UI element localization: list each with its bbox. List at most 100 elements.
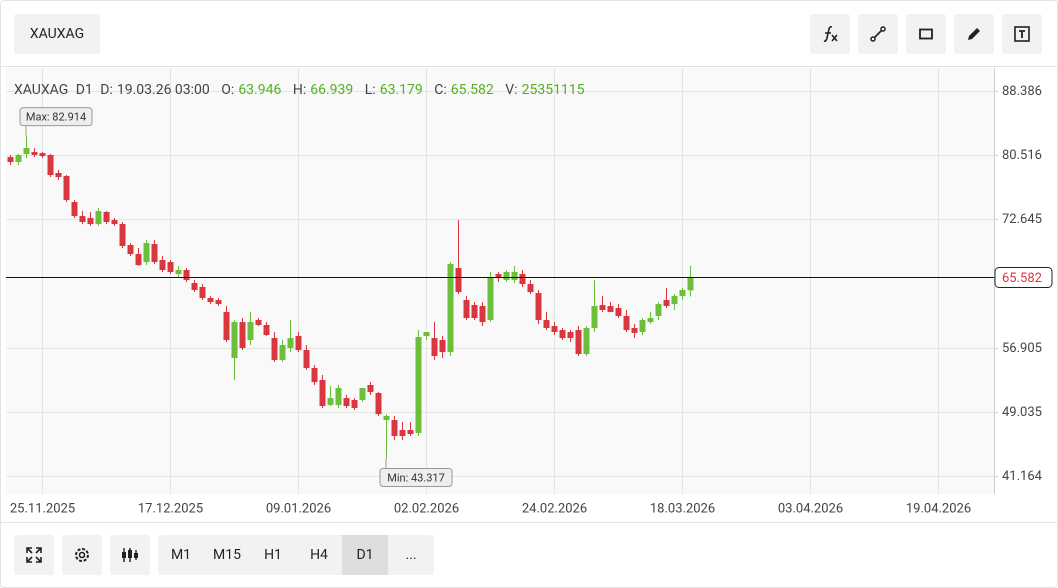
candle-body — [103, 211, 110, 223]
x-tick-label: 25.11.2025 — [10, 501, 75, 516]
icon — [75, 548, 89, 562]
candle-body — [191, 282, 198, 291]
indicators-button[interactable] — [810, 14, 850, 54]
candle-body — [319, 380, 326, 407]
candle-body — [15, 154, 22, 163]
x-tick-label: 02.02.2026 — [394, 501, 459, 516]
candle-body — [639, 320, 646, 332]
candle-body — [223, 312, 230, 340]
rectangle-tool-button[interactable] — [906, 14, 946, 54]
info-line: XAUXAG D1 D: 19.03.26 03:00 O: 63.946 H: 66… — [14, 82, 593, 98]
candle-body — [415, 337, 422, 434]
candle-body — [119, 224, 126, 246]
candle-body — [135, 254, 142, 266]
candle-body — [423, 331, 430, 336]
x-tick-label: 09.01.2026 — [266, 501, 331, 516]
timeframe-group: M1 M15 H1 H4 D1... — [158, 535, 434, 575]
candle-body — [175, 270, 182, 275]
x-tick-label: 18.03.2026 — [650, 501, 715, 516]
candle-body — [287, 338, 294, 348]
timeframe-button[interactable]: H4 — [310, 547, 328, 563]
candle-body — [391, 420, 398, 437]
candle-body — [47, 154, 54, 176]
symbol-button[interactable]: XAUXAG — [14, 14, 100, 54]
icon — [26, 547, 42, 563]
candle-body — [263, 324, 270, 336]
candle-body — [527, 284, 534, 293]
info-value: 25351115 — [521, 82, 585, 98]
candle-body — [671, 296, 678, 305]
pencil-tool-button[interactable] — [954, 14, 994, 54]
timeframe-button[interactable]: D1 — [342, 535, 388, 575]
candle-body — [23, 147, 30, 155]
annotation-box — [19, 107, 93, 127]
chart-type-button[interactable] — [110, 535, 150, 575]
y-tick-label: 56.905 — [1002, 341, 1042, 356]
candle-body — [255, 320, 262, 325]
candle-body — [63, 176, 70, 200]
info-label: V: — [505, 82, 518, 98]
candle-body — [535, 293, 542, 321]
candle-body — [183, 270, 190, 280]
candle-body — [271, 338, 278, 361]
min-annotation: Min: 43.317 — [379, 458, 453, 487]
info-timeframe: D1 — [75, 82, 93, 98]
line-tool-button[interactable] — [858, 14, 898, 54]
last-price-box — [994, 267, 1053, 288]
info-label: H: — [292, 82, 307, 98]
candle-body — [567, 331, 574, 339]
candle-body — [167, 262, 174, 272]
candle-body — [479, 305, 486, 323]
candle-body — [199, 286, 206, 298]
candle-body — [327, 398, 334, 406]
candle-body — [231, 322, 238, 359]
candle-body — [71, 202, 78, 217]
x-tick-label: 19.04.2026 — [906, 501, 971, 516]
candle-body — [631, 328, 638, 333]
candle-body — [311, 368, 318, 383]
info-value: 65.582 — [450, 82, 494, 98]
x-tick-label: 03.04.2026 — [778, 501, 843, 516]
candle-body — [375, 392, 382, 415]
timeframe-button[interactable]: H1 — [264, 547, 282, 563]
icon — [919, 28, 933, 40]
candle-body — [607, 305, 614, 313]
candle-body — [335, 388, 342, 406]
max-annotation: Max: 82.914 — [19, 107, 93, 136]
info-label: D: — [100, 82, 113, 98]
candle-body — [215, 300, 222, 305]
candle-body — [351, 399, 358, 408]
annotation-label: Max: 82.914 — [26, 111, 86, 124]
candle-body — [591, 305, 598, 329]
candle-body — [487, 278, 494, 321]
candle-body — [663, 300, 670, 306]
y-tick-label: 88.386 — [1002, 84, 1042, 99]
candle-body — [39, 153, 46, 157]
candle-body — [431, 338, 438, 357]
plot-area — [6, 68, 994, 494]
timeframe-button[interactable]: M15 — [213, 547, 241, 563]
candle-body — [599, 305, 606, 310]
candle-body — [303, 350, 310, 369]
x-tick-label: 17.12.2025 — [138, 501, 203, 516]
candle-body — [463, 300, 470, 319]
info-value: 66.939 — [310, 82, 354, 98]
text-tool-button[interactable] — [1002, 14, 1042, 54]
timeframe-button[interactable]: ... — [405, 547, 417, 563]
candle-body — [159, 260, 166, 271]
candle-body — [247, 322, 254, 340]
candle-body — [519, 274, 526, 285]
last-price-label: 65.582 — [1002, 271, 1042, 286]
candle-body — [31, 152, 38, 155]
settings-button[interactable] — [62, 535, 102, 575]
candle-body — [623, 316, 630, 331]
timeframe-button[interactable]: M1 — [170, 547, 192, 563]
info-value: 63.946 — [238, 82, 282, 98]
candle-body — [503, 271, 510, 280]
fullscreen-button[interactable] — [14, 535, 54, 575]
y-tick-label: 49.035 — [1002, 405, 1042, 420]
x-tick-label: 24.02.2026 — [522, 501, 587, 516]
candle-body — [367, 384, 374, 393]
info-label: O: — [221, 82, 235, 98]
